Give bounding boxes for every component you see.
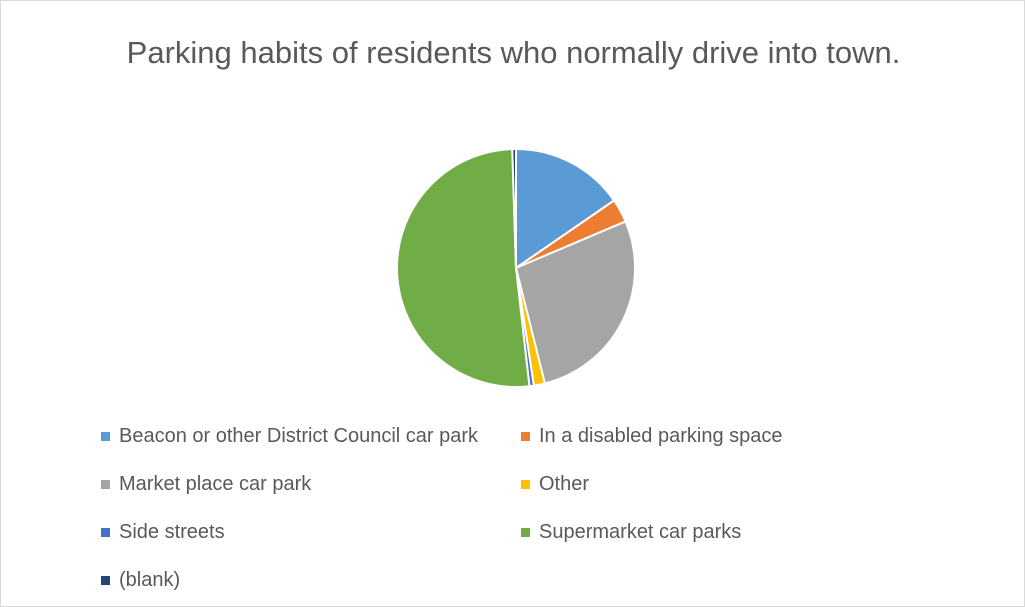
legend-label: In a disabled parking space xyxy=(539,424,783,447)
legend-swatch xyxy=(101,575,110,585)
legend-swatch xyxy=(101,479,110,489)
legend-label: Side streets xyxy=(119,520,225,543)
legend-swatch xyxy=(521,431,530,441)
legend-swatch xyxy=(521,479,530,489)
chart-title: Parking habits of residents who normally… xyxy=(126,35,901,70)
pie-slice-5 xyxy=(396,148,531,388)
legend-label: Other xyxy=(539,472,590,495)
legend-item-3: Other xyxy=(521,469,589,499)
pie-slice-6 xyxy=(511,148,517,269)
legend-item-6: (blank) xyxy=(101,565,180,595)
legend-label: Market place car park xyxy=(119,472,312,495)
legend-swatch xyxy=(101,527,110,537)
legend-item-2: Market place car park xyxy=(101,469,311,499)
pie-chart xyxy=(396,148,636,388)
legend-label: Supermarket car parks xyxy=(539,520,742,543)
legend-label: (blank) xyxy=(119,568,181,591)
chart-legend: Beacon or other District Council car par… xyxy=(101,421,921,601)
pie-slice-0 xyxy=(515,148,615,269)
legend-swatch xyxy=(101,431,110,441)
legend-item-0: Beacon or other District Council car par… xyxy=(101,421,478,451)
legend-swatch xyxy=(521,527,530,537)
legend-item-1: In a disabled parking space xyxy=(521,421,783,451)
legend-item-5: Supermarket car parks xyxy=(521,517,741,547)
pie-slice-2 xyxy=(515,220,636,385)
legend-label: Beacon or other District Council car par… xyxy=(119,424,479,447)
legend-item-4: Side streets xyxy=(101,517,225,547)
